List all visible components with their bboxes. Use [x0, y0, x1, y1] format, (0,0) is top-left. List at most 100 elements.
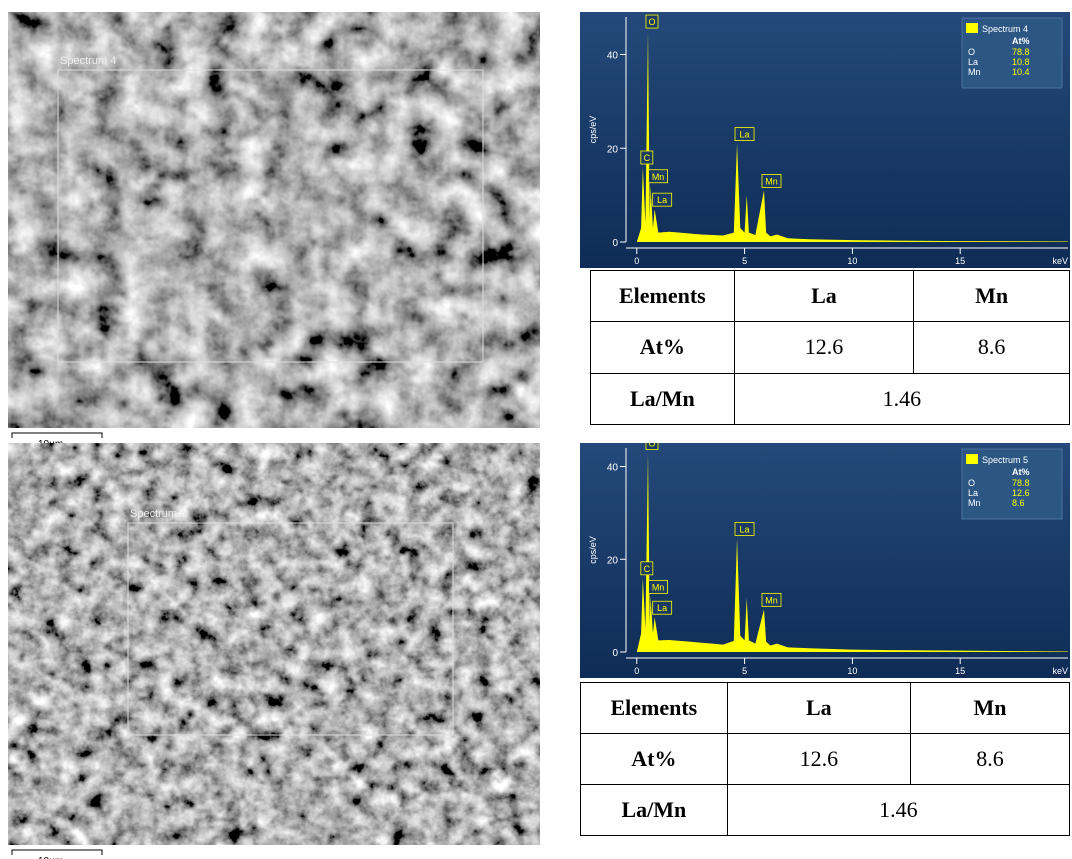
y-tick-label: 20 — [607, 144, 619, 155]
table-row: Elements La Mn — [590, 269, 1070, 323]
peak-label-box — [645, 14, 659, 29]
legend-swatch — [966, 23, 978, 33]
peak-label-box — [640, 150, 654, 165]
peak-label: La — [657, 603, 667, 613]
legend-value: 8.6 — [1012, 498, 1025, 508]
peak-label: Mn — [765, 595, 778, 605]
header-cell: Elements — [580, 682, 728, 734]
x-tick-label: 5 — [742, 256, 747, 266]
value-cell: 1.46 — [733, 372, 1071, 426]
sem-image: Spectrum 410µm — [8, 12, 540, 450]
peak-label-box — [648, 169, 668, 184]
legend-element: O — [968, 478, 975, 488]
peak-label-box — [645, 443, 659, 451]
legend-value: 78.8 — [1012, 47, 1030, 57]
value-cell: 1.46 — [726, 784, 1071, 836]
y-tick-label: 20 — [607, 555, 619, 566]
peak-label: Mn — [765, 176, 778, 186]
header-cell: Elements — [590, 269, 735, 323]
header-cell: La — [726, 682, 911, 734]
table-row: Elements La Mn — [580, 682, 1071, 734]
x-tick-label: 0 — [634, 666, 639, 676]
header-cell: Mn — [913, 269, 1070, 323]
value-cell: 12.6 — [733, 321, 915, 374]
y-tick-label: 0 — [612, 238, 618, 249]
y-axis-label: cps/eV — [588, 116, 598, 144]
table-row: La/Mn 1.46 — [580, 784, 1071, 836]
results-table: Elements La Mn At% 12.6 8.6 La/Mn 1.46 — [590, 269, 1071, 426]
y-tick-label: 40 — [607, 463, 619, 474]
peak-label: La — [657, 195, 667, 205]
legend-value: 10.8 — [1012, 57, 1030, 67]
table-row: La/Mn 1.46 — [590, 372, 1071, 426]
region-box — [127, 522, 454, 736]
x-axis-label: keV — [1052, 666, 1068, 676]
peak-label: C — [644, 564, 651, 574]
legend-name: Spectrum 5 — [982, 455, 1028, 465]
header-cell: Mn — [909, 682, 1071, 734]
row-label: At% — [590, 321, 735, 374]
legend-header: At% — [1012, 467, 1030, 477]
sem-photo — [8, 12, 540, 428]
peak-label-box — [648, 579, 668, 594]
legend-value: 78.8 — [1012, 478, 1030, 488]
region-label: Spectrum 5 — [130, 508, 186, 520]
legend-element: La — [968, 57, 978, 67]
legend-element: Mn — [968, 67, 981, 77]
x-axis-label: keV — [1052, 256, 1068, 266]
peak-label: Mn — [652, 582, 665, 592]
peak-label: C — [644, 153, 651, 163]
y-axis-label: cps/eV — [588, 536, 598, 564]
legend-box — [961, 17, 1063, 89]
legend-value: 12.6 — [1012, 488, 1030, 498]
legend-element: La — [968, 488, 978, 498]
peak-label: O — [648, 17, 655, 27]
table-row: At% 12.6 8.6 — [590, 321, 1070, 374]
peak-label-box — [640, 561, 654, 576]
legend-swatch — [966, 454, 978, 464]
scale-bar — [11, 432, 103, 438]
y-tick-label: 40 — [607, 51, 619, 62]
peak-label-box — [761, 592, 782, 607]
peak-label: Mn — [652, 172, 665, 182]
results-table: Elements La Mn At% 12.6 8.6 La/Mn 1.46 — [580, 682, 1071, 836]
peak-label-box — [734, 127, 755, 141]
x-tick-label: 5 — [742, 666, 747, 676]
legend-element: Mn — [968, 498, 981, 508]
sem-image: Spectrum 5 10µm — [8, 443, 540, 859]
x-tick-label: 10 — [847, 256, 857, 266]
header-cell: La — [733, 269, 915, 323]
region-box — [57, 69, 484, 363]
row-label: At% — [580, 733, 728, 785]
x-tick-label: 15 — [955, 666, 965, 676]
value-cell: 8.6 — [913, 321, 1070, 374]
table-row: At% 12.6 8.6 — [580, 733, 1071, 785]
row-label: La/Mn — [590, 372, 735, 426]
legend-box — [961, 448, 1063, 520]
sem-photo — [8, 443, 540, 845]
peak-label-box — [734, 522, 755, 536]
legend-value: 10.4 — [1012, 67, 1030, 77]
value-cell: 8.6 — [909, 733, 1071, 785]
peak-label-box — [761, 174, 782, 188]
legend-element: O — [968, 47, 975, 57]
legend-header: At% — [1012, 36, 1030, 46]
legend-name: Spectrum 4 — [982, 24, 1028, 34]
x-tick-label: 10 — [847, 666, 857, 676]
peak-label-box — [652, 192, 673, 207]
peak-label-box — [652, 600, 673, 615]
y-tick-label: 0 — [612, 648, 618, 659]
value-cell: 12.6 — [726, 733, 911, 785]
peak-label: La — [740, 130, 750, 140]
scale-label: 10µm — [38, 856, 63, 859]
x-tick-label: 15 — [955, 256, 965, 266]
region-label: Spectrum 4 — [60, 55, 116, 67]
row-label: La/Mn — [580, 784, 728, 836]
peak-label: La — [740, 524, 750, 534]
scale-bar — [11, 849, 103, 855]
peak-label: O — [648, 443, 655, 449]
x-tick-label: 0 — [634, 256, 639, 266]
